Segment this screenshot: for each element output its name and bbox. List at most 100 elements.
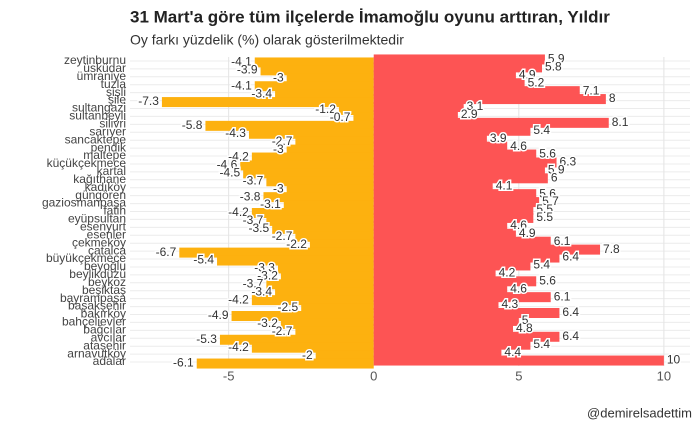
- value-label: 5.8: [545, 60, 562, 74]
- bar: [196, 358, 374, 369]
- bar: [373, 292, 551, 303]
- bar: [373, 189, 537, 200]
- value-label: -3.1: [260, 197, 281, 211]
- value-label: -6.7: [156, 245, 177, 259]
- bar: [373, 54, 545, 65]
- value-label: -3: [273, 142, 284, 156]
- bar: [373, 284, 508, 295]
- bar: [315, 350, 374, 361]
- bar: [205, 120, 374, 131]
- value-label: 5.5: [536, 210, 553, 224]
- value-label: -2.7: [272, 134, 293, 148]
- bar: [260, 65, 374, 76]
- y-tick-label: esenler: [87, 227, 126, 241]
- y-tick-label: esenyurt: [80, 220, 127, 234]
- bar: [373, 347, 502, 358]
- value-label: -3.2: [257, 269, 278, 283]
- value-label: 7.8: [603, 242, 620, 256]
- value-label: -3.4: [251, 284, 272, 298]
- bar: [373, 236, 551, 247]
- value-label: 10: [667, 353, 681, 367]
- value-label: -4.2: [228, 340, 249, 354]
- value-label: 4.8: [516, 321, 533, 335]
- y-tick-label: küçükçekmece: [47, 156, 127, 170]
- bar: [219, 334, 374, 345]
- bar: [373, 102, 464, 112]
- bar: [243, 168, 374, 179]
- value-label: 5.4: [533, 258, 550, 272]
- y-tick-label: tuzla: [101, 77, 127, 91]
- y-tick-label: sultanbeyli: [69, 109, 126, 123]
- bar: [373, 212, 534, 223]
- value-label: -4.5: [219, 166, 240, 180]
- y-tick-label: kadıköy: [85, 180, 126, 194]
- chart-subtitle: Oy farkı yüzdelik (%) olarak gösterilmek…: [130, 32, 404, 48]
- value-label: 6.1: [554, 289, 571, 303]
- bar: [286, 184, 374, 195]
- value-label: 4.1: [496, 178, 513, 192]
- bar: [373, 268, 496, 279]
- value-label: -4.1: [231, 78, 252, 92]
- bar: [373, 78, 525, 89]
- y-tick-label: sarıyer: [89, 124, 126, 138]
- bar: [373, 276, 537, 287]
- bar: [251, 342, 374, 353]
- y-tick-label: büyükçekmece: [46, 251, 126, 265]
- y-tick-label: beyoğlu: [84, 259, 126, 273]
- bar: [251, 295, 374, 306]
- y-tick-label: ataşehir: [83, 338, 126, 352]
- x-tick-label: -5: [223, 368, 235, 383]
- bar: [353, 112, 374, 123]
- bar: [373, 308, 560, 318]
- bar: [373, 125, 531, 136]
- value-label: 5.4: [533, 337, 550, 351]
- bar: [373, 70, 516, 81]
- value-label: 6.1: [554, 234, 571, 248]
- value-label: 6.4: [562, 329, 579, 343]
- bar: [277, 263, 374, 274]
- value-label: 4.6: [510, 281, 527, 295]
- y-tick-label: çekmeköy: [72, 235, 126, 249]
- value-label: -3.9: [237, 63, 258, 77]
- bar: [373, 181, 493, 192]
- bar: [373, 205, 534, 215]
- bar: [217, 255, 374, 266]
- bar: [373, 133, 487, 144]
- bar: [251, 152, 374, 163]
- y-tick-label: beşiktaş: [82, 283, 126, 297]
- value-label: -2.7: [272, 324, 293, 338]
- bar: [251, 208, 374, 218]
- value-label: 4.6: [510, 139, 527, 153]
- y-tick-label: bahçelievler: [62, 315, 126, 329]
- bar: [161, 97, 374, 108]
- bar: [280, 271, 374, 282]
- y-tick-label: bakırköy: [81, 307, 126, 321]
- y-tick-label: bağcılar: [83, 323, 126, 337]
- y-tick-label: üsküdar: [83, 61, 126, 75]
- x-tick-label: 10: [657, 368, 671, 383]
- bar: [373, 141, 508, 152]
- y-tick-label: beykoz: [88, 275, 126, 289]
- y-tick-label: fatih: [103, 204, 126, 218]
- y-tick-label: maltepe: [83, 148, 126, 162]
- value-label: 5.2: [528, 75, 545, 89]
- bar: [373, 260, 531, 271]
- value-label: 7.1: [583, 83, 600, 97]
- value-label: 3.1: [467, 99, 484, 113]
- bar: [373, 165, 545, 176]
- value-label: -5.3: [196, 332, 217, 346]
- value-label: -2: [302, 348, 313, 362]
- value-label: 4.9: [519, 226, 536, 240]
- value-label: -3: [273, 181, 284, 195]
- bar: [280, 318, 374, 329]
- value-label: 8: [609, 91, 616, 105]
- bar: [295, 326, 374, 337]
- y-tick-label: arnavutköy: [67, 346, 126, 360]
- value-label: 6.4: [562, 305, 579, 319]
- value-label: -4.3: [225, 126, 246, 140]
- value-label: 5.9: [548, 163, 565, 177]
- y-tick-label: başakşehir: [68, 299, 126, 313]
- value-label: -4.2: [228, 292, 249, 306]
- bar: [373, 62, 543, 73]
- bar: [373, 94, 606, 105]
